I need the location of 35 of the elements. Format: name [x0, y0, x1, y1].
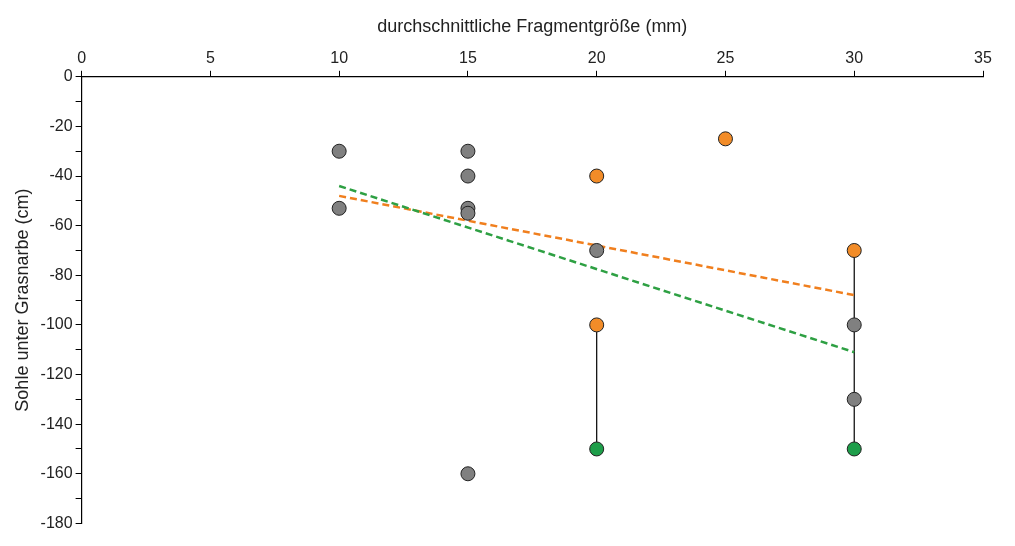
y-tick-label: -180	[40, 513, 73, 531]
x-tick-label: 15	[459, 48, 477, 66]
point	[846, 441, 862, 457]
point	[460, 205, 476, 221]
y-tick-label: -40	[49, 166, 73, 184]
x-tick-label: 10	[330, 48, 349, 66]
y-tick-label: -20	[49, 116, 73, 134]
y-tick-label: -140	[40, 414, 73, 432]
point	[717, 131, 733, 147]
point	[846, 242, 862, 258]
point	[460, 143, 476, 159]
point	[589, 441, 605, 457]
x-tick-label: 0	[77, 48, 87, 66]
x-tick-label: 20	[587, 48, 606, 66]
point	[460, 466, 476, 482]
y-tick-label: -80	[49, 265, 73, 283]
x-tick-label: 35	[974, 48, 992, 66]
point	[331, 200, 347, 216]
x-tick-label: 30	[845, 48, 864, 66]
y-tick-label: -100	[40, 315, 73, 333]
point	[460, 168, 476, 184]
point	[589, 317, 605, 333]
point	[589, 242, 605, 258]
point	[846, 391, 862, 407]
x-tick-label: 25	[716, 48, 735, 66]
point	[846, 317, 862, 333]
y-tick-label: -60	[49, 216, 73, 234]
y-axis-title: Sohle unter Grasnarbe (cm)	[11, 188, 32, 412]
y-tick-label: -160	[40, 464, 73, 482]
x-tick-label: 5	[205, 48, 215, 66]
point	[589, 168, 605, 184]
y-tick-label: -120	[40, 364, 73, 382]
y-tick-label: 0	[63, 67, 73, 85]
x-axis-title: durchschnittliche Fragmentgröße (mm)	[377, 15, 688, 36]
point	[331, 143, 347, 159]
